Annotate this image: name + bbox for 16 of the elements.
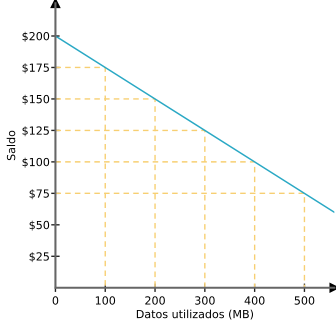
x-tick-label: 0 [52,296,58,305]
x-tick-label: 500 [294,296,314,305]
y-tick-label: $175 [22,63,49,74]
x-tick-label: 400 [244,296,265,305]
y-tick-label: $50 [30,220,50,231]
x-tick-label: 300 [195,296,215,305]
y-tick-label: $200 [22,32,50,42]
x-tick-label: 100 [96,296,116,305]
y-tick-label: $150 [22,94,50,105]
y-tick-label: $25 [30,252,49,262]
x-tick-label: 200 [145,296,165,305]
y-tick-label: $100 [22,158,50,168]
y-tick-label: $75 [30,189,49,200]
x-axis-title: Datos utilizados (MB) [136,310,254,320]
y-axis-title: Saldo [6,130,16,160]
y-tick-label: $125 [22,126,49,136]
